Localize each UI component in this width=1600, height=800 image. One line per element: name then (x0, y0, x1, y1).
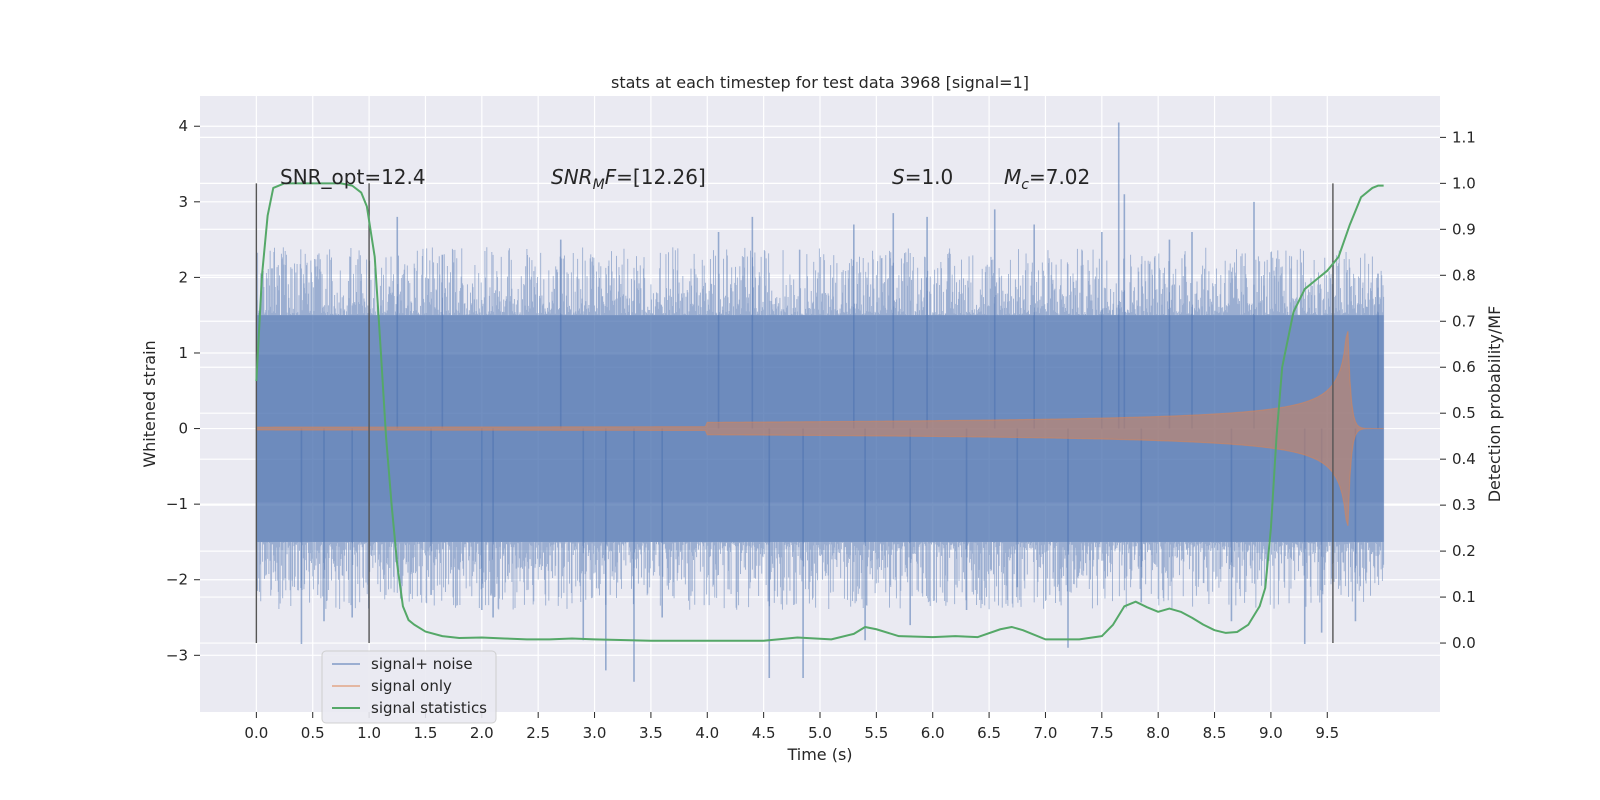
snr-mf-subscript: M (593, 177, 605, 193)
y2-tick-label: 0.4 (1452, 450, 1476, 468)
s-value: =1.0 (905, 165, 954, 189)
y-tick-label: −2 (166, 571, 188, 589)
snr-mf-rest: F (605, 165, 617, 189)
y-tick-label: −3 (166, 646, 188, 664)
annotation-s: S=1.0 (892, 165, 953, 189)
y-tick-label: 2 (178, 268, 188, 286)
y2-tick-label: 1.0 (1452, 174, 1476, 192)
y2-tick-label: 1.1 (1452, 128, 1476, 146)
annotation-mc: Mc=7.02 (1004, 165, 1090, 193)
x-axis-label: Time (s) (786, 745, 852, 764)
x-tick-label: 0.5 (301, 724, 325, 742)
x-tick-label: 6.0 (921, 724, 945, 742)
annotation-snr-opt: SNR_opt=12.4 (280, 165, 426, 189)
stats-line (255, 182, 1384, 642)
x-tick-label: 2.5 (526, 724, 550, 742)
y-tick-label: 4 (178, 117, 188, 135)
y2-tick-label: 0.8 (1452, 266, 1476, 284)
mc-subscript: c (1021, 177, 1029, 193)
y2-tick-label: 0.6 (1452, 358, 1476, 376)
y-axis-label: Whitened strain (140, 340, 159, 467)
vertical-markers (255, 183, 1334, 644)
x-tick-label: 1.5 (414, 724, 438, 742)
x-tick-label: 0.0 (244, 724, 268, 742)
y2-axis-label: Detection probability/MF (1485, 306, 1504, 503)
signal-envelope (255, 331, 1384, 526)
y-tick-labels: −3 −2 −1 0 1 2 3 4 (166, 117, 200, 664)
x-tick-label: 4.0 (695, 724, 719, 742)
mc-symbol: M (1004, 165, 1021, 189)
y2-tick-label: 0.0 (1452, 634, 1476, 652)
x-tick-label: 7.5 (1090, 724, 1114, 742)
y2-tick-label: 0.7 (1452, 312, 1476, 330)
x-tick-label: 9.0 (1259, 724, 1283, 742)
s-symbol: S (892, 165, 905, 189)
x-tick-label: 9.5 (1315, 724, 1339, 742)
x-tick-label: 7.0 (1034, 724, 1058, 742)
y2-tick-label: 0.5 (1452, 404, 1476, 422)
x-tick-label: 5.0 (808, 724, 832, 742)
noise-spikes (300, 122, 1379, 682)
x-tick-label: 8.0 (1146, 724, 1170, 742)
legend-label-stats: signal statistics (371, 699, 487, 717)
series-signal-statistics (255, 182, 1384, 642)
y-tick-label: 3 (178, 193, 188, 211)
y2-tick-label: 0.2 (1452, 542, 1476, 560)
y2-tick-label: 0.1 (1452, 588, 1476, 606)
legend: signal+ noise signal only signal statist… (321, 650, 497, 724)
snr-mf-value: =[12.26] (616, 165, 706, 189)
legend-label-noise: signal+ noise (371, 655, 473, 673)
x-tick-label: 6.5 (977, 724, 1001, 742)
y-tick-label: 1 (178, 344, 188, 362)
legend-box (321, 650, 497, 724)
y-tick-label: 0 (178, 420, 188, 438)
x-tick-label: 1.0 (357, 724, 381, 742)
x-tick-label: 3.5 (639, 724, 663, 742)
y-tick-label: −1 (166, 495, 188, 513)
x-tick-label: 4.5 (752, 724, 776, 742)
x-tick-label: 2.0 (470, 724, 494, 742)
chart-title: stats at each timestep for test data 396… (611, 73, 1029, 92)
y2-tick-label: 0.3 (1452, 496, 1476, 514)
series-signal-only (255, 331, 1384, 526)
x-tick-label: 3.0 (583, 724, 607, 742)
mc-value: =7.02 (1029, 165, 1090, 189)
x-tick-label: 5.5 (864, 724, 888, 742)
y2-tick-label: 0.9 (1452, 220, 1476, 238)
y2-tick-labels: 0.0 0.1 0.2 0.3 0.4 0.5 0.6 0.7 0.8 0.9 1.0 1.1 (1440, 128, 1476, 652)
x-tick-labels: 0.0 0.5 1.0 1.5 2.0 2.5 3.0 3.5 4.0 4.5 5.0 5.5 6.0 6… (244, 712, 1339, 742)
x-tick-label: 8.5 (1203, 724, 1227, 742)
annotation-snr-mf: SNRMF=[12.26] (551, 165, 706, 193)
legend-label-signal: signal only (371, 677, 452, 695)
snr-mf-symbol: SNR (551, 165, 593, 189)
